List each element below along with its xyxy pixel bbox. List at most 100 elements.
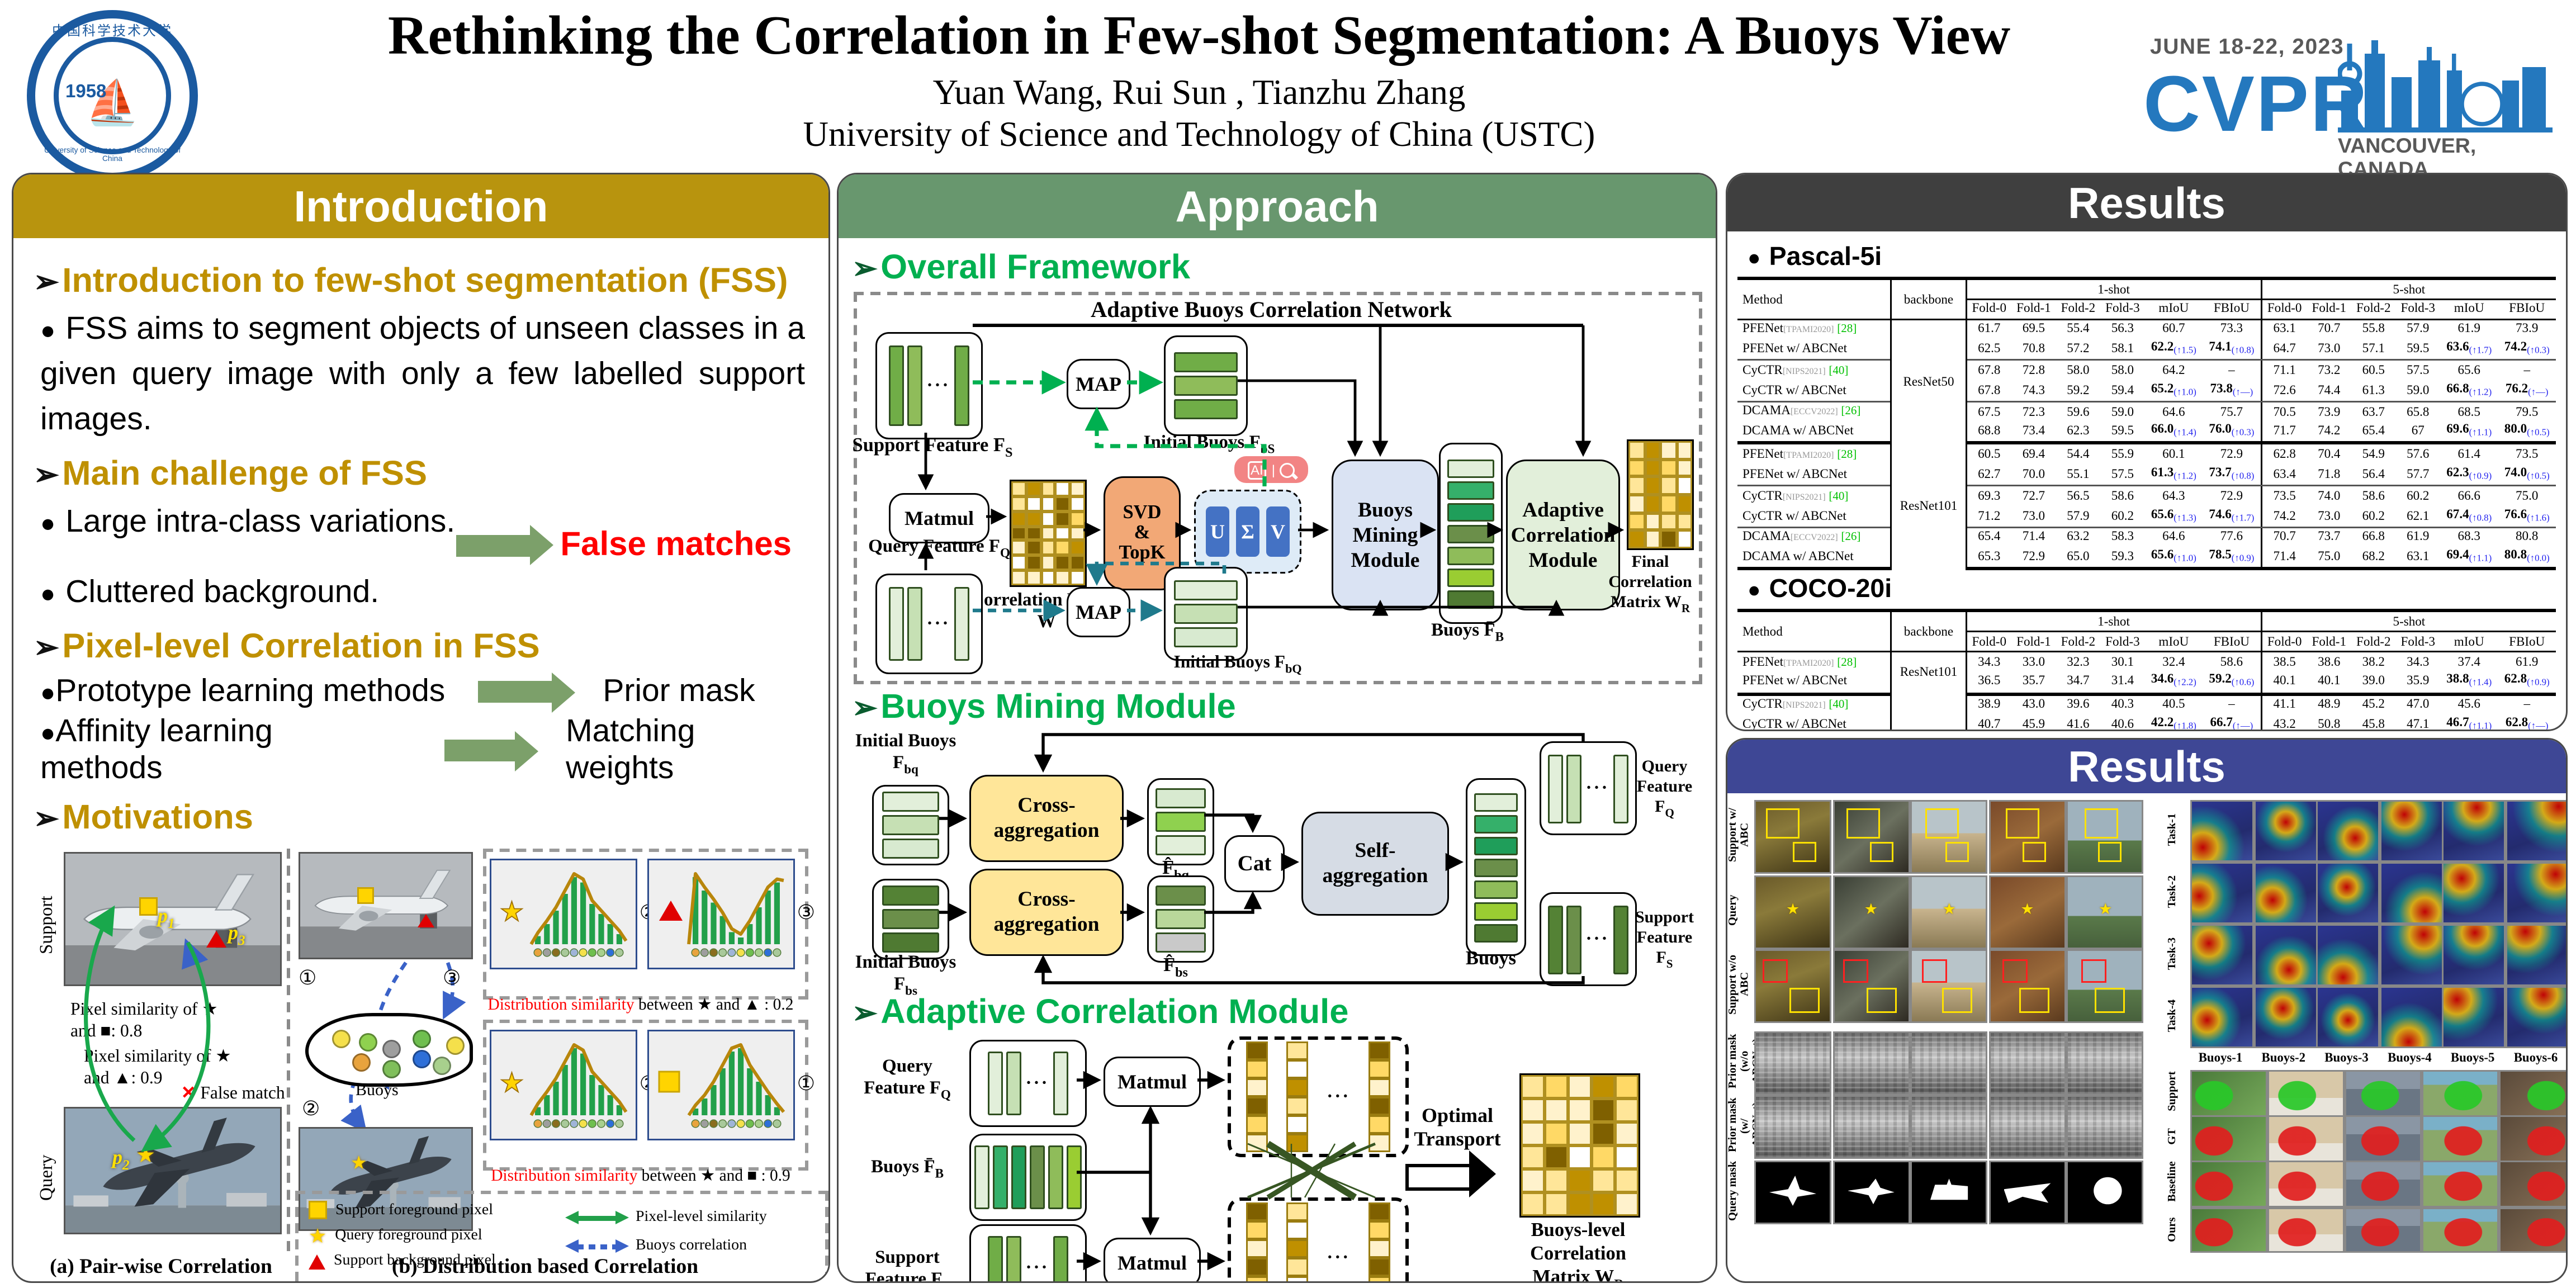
table-row: CyCTR[NIPS2021] [40] 69.3 72.7 56.5 58.6 64.3… bbox=[1737, 485, 2556, 505]
decor: 63.6(↑1.7) bbox=[2440, 338, 2498, 361]
decor: Method backbone 1-shot 5-shot Fold-0 Fold… bbox=[1737, 276, 2556, 320]
decor: (↑––) bbox=[2232, 722, 2253, 731]
decor bbox=[765, 1095, 771, 1115]
mask-overlay bbox=[2192, 1163, 2267, 1206]
feature-bar bbox=[1549, 905, 1564, 974]
feature-bar bbox=[1067, 1145, 1082, 1209]
decor bbox=[606, 948, 615, 957]
decor: 70.7 bbox=[2260, 527, 2307, 546]
support-feature-stack: ··· bbox=[969, 1224, 1087, 1281]
challenge-bullet-2: ● Cluttered background. bbox=[40, 572, 805, 617]
decor: (↑1.0) bbox=[2174, 555, 2196, 565]
table-row: PFENet[TPAMI2020] [28] ResNet101 34.3 33.0 3… bbox=[1737, 651, 2556, 694]
query-feature-label: Query Feature FQ bbox=[1636, 758, 1693, 820]
decor bbox=[764, 1119, 773, 1128]
introduction-panel: Introduction ➢ Introduction to few-shot s… bbox=[12, 173, 830, 1283]
mask-overlay bbox=[2346, 1208, 2421, 1252]
decor: 61.7 bbox=[1965, 319, 2012, 338]
buoy-bar bbox=[1156, 909, 1206, 929]
legend-label: Pixel-level similarity bbox=[636, 1210, 767, 1227]
decor bbox=[2418, 60, 2440, 131]
matrix-cell bbox=[1592, 1145, 1615, 1169]
buoys-level-correlation-matrix bbox=[1519, 1073, 1640, 1218]
decor: 62.2 bbox=[2151, 339, 2174, 354]
matrix-cell bbox=[1592, 1169, 1615, 1192]
fss-definition-text: FSS aims to segment objects of unseen cl… bbox=[40, 312, 806, 438]
buoys-column-label: Buoys-6 bbox=[2513, 1050, 2558, 1065]
matrix-cell bbox=[1644, 495, 1660, 513]
decor: 38.5 bbox=[2260, 651, 2307, 671]
decor: 74.2 bbox=[2504, 339, 2527, 354]
abc-box bbox=[2085, 808, 2119, 839]
decor: 77.6 bbox=[2220, 528, 2243, 544]
decor bbox=[529, 872, 628, 945]
prior-mask-thumb bbox=[1832, 1031, 1910, 1095]
section-intro-fss: ➢ Introduction to few-shot segmentation (… bbox=[34, 262, 805, 302]
support-mask-thumb bbox=[2499, 1070, 2566, 1116]
decor: 1 bbox=[168, 916, 175, 931]
decor: (↑0.9) bbox=[2527, 679, 2550, 689]
decor: (↑––) bbox=[2528, 387, 2549, 398]
mask-overlay bbox=[2269, 1117, 2344, 1161]
row-label: Query bbox=[1727, 894, 1739, 926]
subcol: Fold-1 bbox=[2011, 299, 2056, 320]
bullet-icon: ● bbox=[40, 580, 56, 609]
decor: CyCTR[NIPS2021] [40] bbox=[1742, 362, 1849, 377]
buoy-bar bbox=[1474, 792, 1518, 811]
background-box bbox=[1922, 959, 1948, 983]
decor: 72.9 bbox=[2011, 546, 2056, 571]
results-header: Results bbox=[1727, 174, 2566, 231]
decor bbox=[709, 1119, 718, 1128]
correlation-cell bbox=[1286, 1078, 1308, 1097]
decor: ★ bbox=[499, 872, 628, 957]
abc-box bbox=[2095, 988, 2126, 1014]
matrix-cell bbox=[1628, 495, 1645, 513]
section-pixel-correlation: ➢ Pixel-level Correlation in FSS bbox=[34, 627, 805, 667]
decor bbox=[658, 1043, 785, 1128]
decor: ResNet50 bbox=[1890, 319, 1967, 444]
decor: 59.2 bbox=[2209, 671, 2232, 687]
decor: – bbox=[2228, 696, 2235, 712]
decor: 80.8(↑0.0) bbox=[2498, 546, 2556, 571]
buoy-bar bbox=[1474, 858, 1518, 877]
decor: 70.5 bbox=[2260, 401, 2307, 421]
decor: (↑––) bbox=[2232, 387, 2253, 398]
mask-overlay bbox=[2423, 1208, 2498, 1252]
coco-dataset-title: ● COCO-20i bbox=[1748, 576, 2556, 606]
decor bbox=[579, 1119, 588, 1128]
decor: 46.7 bbox=[2446, 714, 2469, 730]
correlation-column bbox=[1368, 1041, 1391, 1152]
fhat-bq-stack bbox=[1147, 778, 1214, 865]
buoys-stack bbox=[1439, 443, 1503, 624]
ustc-logo-inner: 1958 ⛵ bbox=[54, 37, 171, 154]
decor: PFENet w/ ABCNet bbox=[1737, 670, 1892, 695]
attention-heatmap bbox=[2190, 986, 2254, 1049]
decor bbox=[596, 1119, 606, 1128]
mask-overlay bbox=[2423, 1117, 2498, 1161]
decor: 66.0 bbox=[2151, 422, 2174, 437]
mask-overlay bbox=[2501, 1117, 2566, 1161]
decor: 39.0 bbox=[2351, 670, 2396, 695]
matrix-cell bbox=[1676, 495, 1692, 513]
decor: 58.0 bbox=[2111, 362, 2134, 377]
qualitative-photo bbox=[2067, 800, 2144, 874]
attention-heatmap bbox=[2506, 800, 2566, 863]
decor: Pixel-level similarity Buoys correlation bbox=[565, 1197, 767, 1275]
initial-buoys-q-label: Initial Buoys Fbq bbox=[855, 731, 956, 778]
motivations-figure: Support p1 p3 Pixel similarity of ★ and … bbox=[34, 845, 828, 1281]
decor: 70.0 bbox=[2011, 463, 2056, 487]
decor: [NIPS2021] bbox=[1782, 701, 1826, 712]
poster-header: Rethinking the Correlation in Few-shot S… bbox=[252, 7, 2147, 157]
buoys-mining-module-box: Buoys Mining Module bbox=[1332, 460, 1439, 610]
prior-mask-thumb bbox=[1988, 1031, 2066, 1095]
matrix-cell bbox=[1521, 1098, 1545, 1122]
buoys-stack bbox=[969, 1134, 1087, 1221]
matrix-cell bbox=[1644, 476, 1660, 495]
matrix-cell bbox=[1040, 555, 1056, 571]
col-5shot: 5-shot bbox=[2260, 276, 2556, 300]
decor: 62.8 bbox=[2260, 443, 2307, 464]
decor: S bbox=[1005, 444, 1013, 460]
decor: 40.5 bbox=[2162, 696, 2185, 712]
mask-shape bbox=[1847, 1178, 1895, 1205]
green-block-arrow-icon bbox=[456, 525, 554, 566]
